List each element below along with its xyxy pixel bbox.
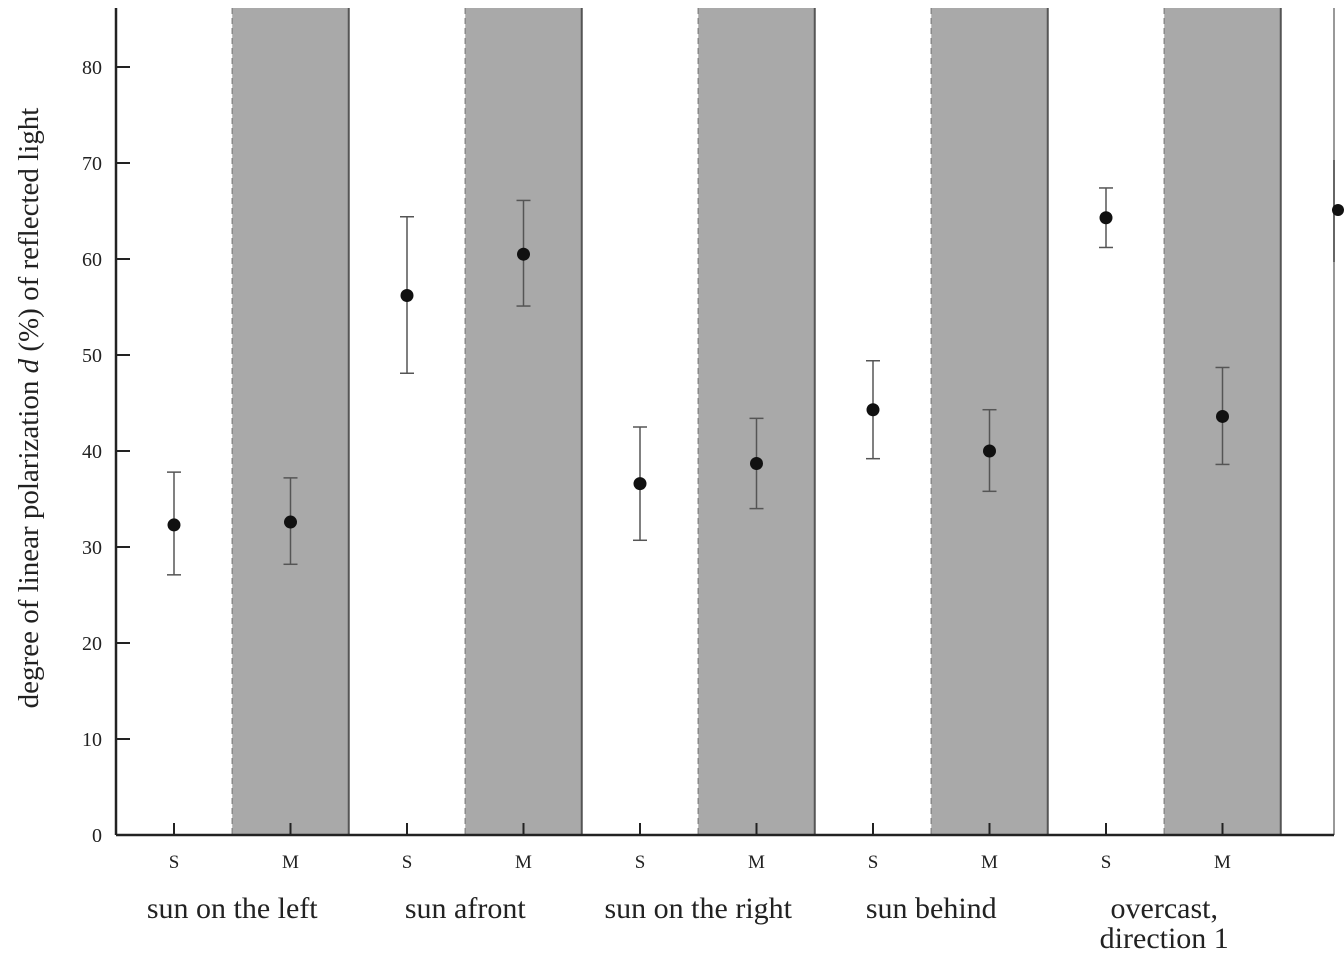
category-label-S-4: S: [868, 852, 879, 873]
data-point-3-M: [750, 456, 763, 470]
data-point-4-S: [866, 403, 880, 417]
data-point-5-M: [1216, 409, 1229, 423]
y-tick-label-20: 20: [82, 633, 102, 655]
data-point-partial-clipped: [1332, 204, 1344, 216]
group-label-2: sun afront: [405, 892, 526, 925]
data-point-2-M: [517, 247, 530, 261]
group-label-1: sun on the left: [147, 892, 318, 925]
category-label-S-5: S: [1101, 852, 1112, 873]
y-tick-label-40: 40: [82, 441, 102, 463]
y-tick-label-30: 30: [82, 537, 102, 559]
y-tick-label-10: 10: [82, 729, 102, 751]
group-label-5-line-1: overcast,: [1111, 892, 1218, 925]
data-point-4-M: [983, 444, 996, 458]
y-axis-label: degree of linear polarization d (%) of r…: [13, 108, 45, 709]
shaded-band-1: [232, 8, 349, 835]
category-label-M-4: M: [981, 852, 998, 873]
shaded-band-2: [465, 8, 582, 835]
category-label-M-3: M: [748, 852, 765, 873]
y-tick-label-50: 50: [82, 345, 102, 367]
category-label-M-5: M: [1214, 852, 1231, 873]
category-label-S-2: S: [402, 852, 413, 873]
group-label-4: sun behind: [866, 892, 997, 925]
y-tick-label-60: 60: [82, 249, 102, 271]
data-point-3-S: [633, 477, 647, 491]
data-point-2-S: [400, 288, 414, 302]
category-label-M-1: M: [282, 852, 299, 873]
y-tick-label-0: 0: [92, 825, 102, 847]
y-tick-label-70: 70: [82, 153, 102, 175]
data-point-1-M: [284, 515, 297, 529]
data-point-1-S: [167, 518, 181, 532]
data-point-5-S: [1099, 211, 1113, 225]
category-label-M-2: M: [515, 852, 532, 873]
category-label-S-3: S: [635, 852, 646, 873]
y-tick-label-80: 80: [82, 57, 102, 79]
group-label-5-line-2: direction 1: [1100, 922, 1229, 955]
group-label-3: sun on the right: [605, 892, 793, 925]
category-label-S-1: S: [169, 852, 180, 873]
